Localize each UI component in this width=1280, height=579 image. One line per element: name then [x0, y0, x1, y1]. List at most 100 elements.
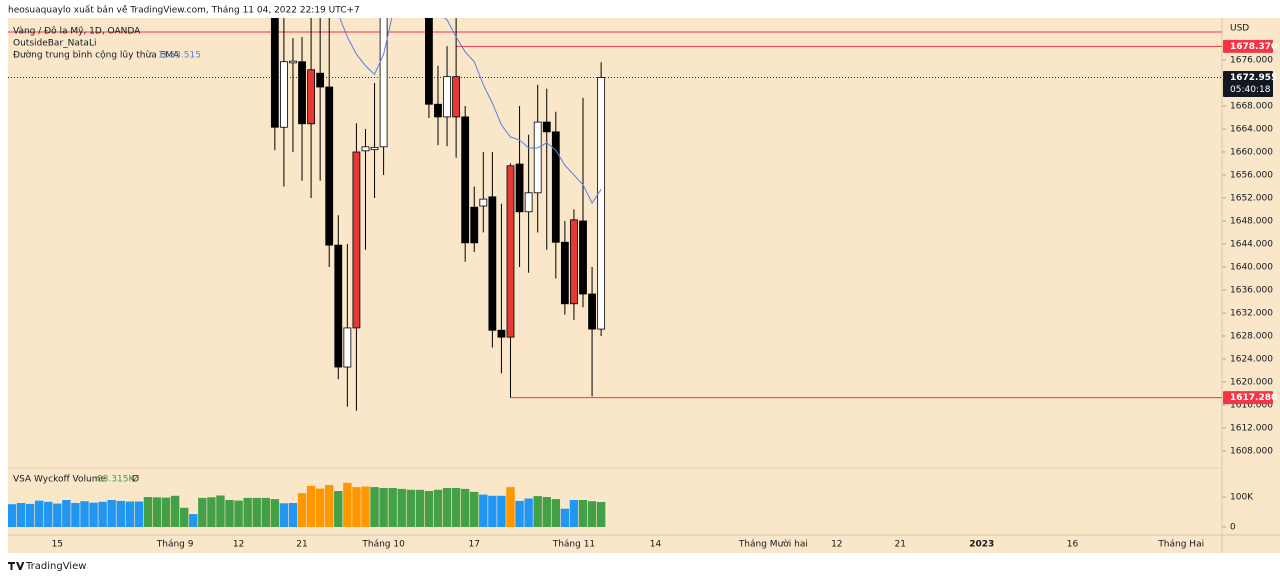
volume-bar — [107, 500, 116, 527]
volume-bar — [569, 500, 579, 527]
level-label: 1617.280 — [1230, 393, 1277, 403]
symbol-title: Vàng / Đô la Mỹ, 1D, OANDA — [13, 26, 141, 37]
candle-body — [343, 327, 352, 368]
volume-bar — [343, 482, 352, 527]
level-badge — [1223, 391, 1273, 405]
candle-body — [352, 151, 361, 329]
volume-bar — [189, 514, 198, 527]
x-tick-label: 17 — [469, 540, 480, 550]
volume-bar — [225, 500, 234, 527]
x-tick-label: Tháng Hai — [1157, 540, 1204, 550]
candle-body — [488, 196, 497, 331]
y-tick-label: 1644.000 — [1230, 239, 1273, 249]
volume-bar — [587, 501, 597, 527]
volume-bar — [533, 496, 542, 527]
axes: 15 Tháng 9 12 21 Tháng 10 17 Tháng 11 14 Tháng M… — [52, 39, 1277, 550]
candle-body — [316, 72, 325, 88]
candle-body — [270, 18, 279, 128]
x-tick-label: 14 — [650, 540, 662, 550]
volume-bar — [98, 501, 107, 527]
candle-body — [524, 192, 533, 213]
candle-body — [334, 244, 343, 368]
x-tick-label: Tháng 10 — [361, 540, 405, 550]
footer: TradingView — [25, 561, 86, 572]
candle-body — [506, 165, 515, 338]
candle-body — [497, 329, 506, 338]
candle-body — [325, 86, 334, 246]
volume-bar — [279, 503, 289, 527]
y-tick-label: 1664.000 — [1230, 124, 1273, 134]
volume-bar — [506, 487, 515, 527]
currency: USD — [1230, 24, 1249, 34]
x-tick-label: Tháng 11 — [552, 540, 595, 550]
candle-body — [289, 60, 297, 64]
candle-body — [379, 18, 388, 148]
volume-bar — [71, 503, 80, 527]
candle-body — [425, 18, 433, 105]
volume-bar — [415, 489, 425, 527]
current-price-badge — [1223, 70, 1273, 97]
volume-bar — [470, 491, 479, 527]
volume-bar — [243, 497, 252, 527]
volume-bar — [406, 489, 415, 527]
volume-bar — [116, 500, 125, 527]
candle-body — [361, 146, 370, 152]
volume-bar — [515, 500, 524, 527]
volume-bar — [524, 498, 533, 527]
x-tick-label: 15 — [52, 540, 63, 550]
volume-status: Ø — [132, 474, 139, 485]
candle-body — [570, 219, 578, 305]
volume-bar — [361, 486, 370, 527]
y-tick-label: 1640.000 — [1230, 262, 1273, 272]
volume-bar — [125, 501, 135, 527]
volume-bar — [8, 504, 17, 527]
x-tick-label: 21 — [296, 540, 307, 550]
volume-bar — [53, 503, 62, 527]
volume-bar — [161, 497, 171, 527]
y-tick-label: 1616.000 — [1230, 400, 1273, 410]
volume-bar — [216, 495, 225, 527]
candle-body — [434, 103, 442, 118]
y-tick-label: 100K — [1230, 493, 1254, 503]
countdown: 05:40:18 — [1230, 85, 1271, 95]
ema-name: Đường trung bình cộng lũy thừa EMA — [13, 50, 180, 61]
volume-bar — [578, 500, 588, 527]
volume-bar — [80, 501, 89, 527]
volume-bar — [62, 500, 71, 527]
volume-bar — [551, 499, 561, 527]
y-tick-label: 1612.000 — [1230, 423, 1273, 433]
candle-body — [560, 241, 569, 305]
chart-background — [8, 18, 1280, 553]
candle-body — [461, 116, 470, 244]
volume-bar — [479, 494, 488, 527]
volume-bar — [497, 495, 506, 527]
x-tick-label: Tháng Mười hai — [738, 539, 808, 550]
level-label: 1678.370 — [1230, 42, 1277, 52]
y-tick-label: 1668.000 — [1230, 101, 1273, 111]
volume-bar — [325, 485, 334, 527]
y-tick-label: 1608.000 — [1230, 446, 1273, 456]
volume-bar — [370, 487, 379, 527]
y-tick-label: 1660.000 — [1230, 147, 1273, 157]
y-tick-label: 1624.000 — [1230, 354, 1273, 364]
candle-body — [307, 69, 315, 125]
volume-bar — [488, 495, 497, 527]
volume-bar — [234, 500, 243, 527]
volume-bar — [352, 487, 361, 527]
volume-bar — [44, 501, 53, 527]
x-tick-label: 12 — [233, 540, 244, 550]
header: heosuaquaylo xuất bản về TradingView.com… — [8, 5, 360, 16]
x-tick-label: 2023 — [969, 540, 994, 550]
indicator-name: OutsideBar_NataLi — [13, 39, 96, 49]
candle-body — [579, 220, 587, 295]
volume-bar — [143, 497, 153, 527]
price-pane — [8, 18, 1222, 411]
volume-bar — [460, 488, 470, 527]
volume-bar — [334, 491, 343, 527]
y-tick-label: 0 — [1230, 522, 1236, 532]
candle-body — [588, 293, 596, 330]
volume-bar — [252, 497, 261, 527]
x-tick-label: 16 — [1067, 540, 1079, 550]
